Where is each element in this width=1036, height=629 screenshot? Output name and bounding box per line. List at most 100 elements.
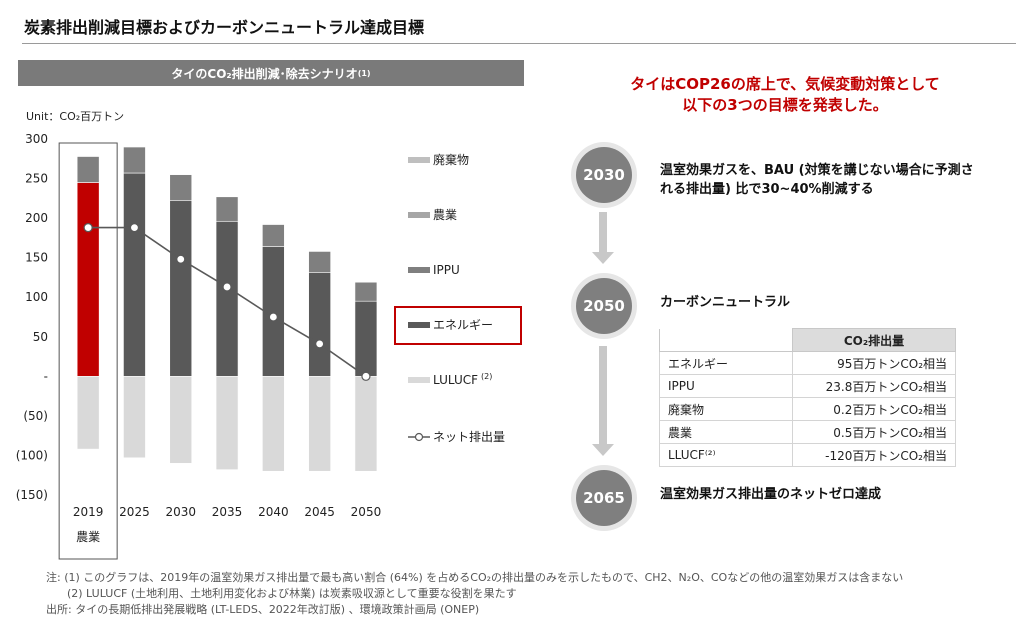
legend-label: IPPU (433, 263, 460, 277)
x-tick-label: 2019 (73, 505, 104, 519)
y-tick-label: 150 (25, 251, 48, 265)
bar-segment (76, 376, 100, 450)
table-header-blank (659, 328, 793, 352)
table-row: LLUCF⁽²⁾ -120百万トンCO₂相当 (659, 443, 956, 467)
bar-segment (354, 376, 378, 472)
row-value: -120百万トンCO₂相当 (792, 443, 956, 467)
table-row: 廃棄物 0.2百万トンCO₂相当 (659, 397, 956, 421)
bar-segment (123, 146, 146, 174)
net-emissions-point (176, 254, 186, 264)
row-label: IPPU (659, 374, 793, 398)
row-value: 23.8百万トンCO₂相当 (792, 374, 956, 398)
x-tick-label: 2030 (165, 505, 196, 519)
bar-segment (262, 224, 285, 247)
row-label: 農業 (659, 420, 793, 444)
y-tick-label: 50 (33, 330, 48, 344)
legend-swatch (408, 377, 430, 383)
row-value: 0.2百万トンCO₂相当 (792, 397, 956, 421)
row-label: 廃棄物 (659, 397, 793, 421)
row-value: 0.5百万トンCO₂相当 (792, 420, 956, 444)
table-row: 農業 0.5百万トンCO₂相当 (659, 420, 956, 444)
legend-label: 廃棄物 (433, 152, 469, 167)
step-2065-line1: 温室効果ガス排出量のネットゼロ達成 (660, 487, 882, 502)
x-tick-label: 2050 (351, 505, 382, 519)
row-label: LLUCF⁽²⁾ (659, 443, 793, 467)
step-2050-year: 2050 (583, 297, 625, 315)
footnotes: 注: (1) このグラフは、2019年の温室効果ガス排出量で最も高い割合 (64… (46, 570, 903, 618)
chart-header: タイのCO₂排出削減･除去シナリオ (1) (18, 60, 524, 86)
y-tick-label: (150) (16, 488, 48, 502)
step-2030-line1: 温室効果ガスを、BAU (対策を講じない場合に予測さ (660, 163, 974, 178)
y-tick-label: (100) (16, 448, 48, 462)
table-row: IPPU 23.8百万トンCO₂相当 (659, 374, 956, 398)
step-2050-line1: カーボンニュートラル (660, 295, 791, 310)
legend-swatch (408, 157, 430, 163)
page-title: 炭素排出削減目標およびカーボンニュートラル達成目標 (24, 18, 425, 37)
footnote-1: 注: (1) このグラフは、2019年の温室効果ガス排出量で最も高い割合 (64… (46, 571, 904, 584)
headline-line2: 以下の3つの目標を発表した。 (682, 96, 888, 114)
step-2030-circle: 2030 (576, 147, 632, 203)
chart-header-text: タイのCO₂排出削減･除去シナリオ (171, 66, 358, 81)
step-2030-text: 温室効果ガスを、BAU (対策を講じない場合に予測さ れる排出量) 比で30~4… (660, 161, 974, 199)
bar-segment (308, 376, 331, 472)
bar-segment (169, 376, 193, 464)
bar-segment (76, 156, 100, 183)
bar-segment (169, 174, 193, 202)
bar-segment (308, 251, 331, 273)
bar-segment (215, 196, 239, 222)
bar-segment (123, 376, 146, 459)
bar-segment (169, 200, 193, 377)
step-2030-line2: れる排出量) 比で30~40%削減する (660, 182, 874, 197)
legend-label-sup: (2) (481, 372, 492, 381)
net-emissions-point (361, 371, 371, 381)
table-row: エネルギー 95百万トンCO₂相当 (659, 351, 956, 375)
highlight-box-2019 (58, 142, 118, 560)
legend-line-marker (414, 432, 424, 442)
legend-label: エネルギー (433, 318, 493, 332)
step-2050-text: カーボンニュートラル (660, 293, 790, 312)
bar-segment (123, 172, 146, 377)
y-tick-label: 200 (25, 211, 48, 225)
bar-segment (215, 220, 239, 377)
headline-line1: タイはCOP26の席上で、気候変動対策として (630, 75, 940, 93)
row-value: 95百万トンCO₂相当 (792, 351, 956, 375)
y-tick-label: - (44, 369, 48, 383)
y-tick-label: (50) (23, 409, 48, 423)
x-tick-label: 2045 (304, 505, 335, 519)
net-emissions-point (129, 223, 140, 233)
bar-segment (76, 182, 100, 377)
row-label: エネルギー (659, 351, 793, 375)
legend-label: LULUCF (2) (433, 372, 492, 387)
net-emissions-point (268, 312, 278, 322)
chart-header-note: (1) (357, 68, 371, 78)
net-emissions-point (222, 282, 232, 292)
step-2065-circle: 2065 (576, 470, 632, 526)
step-2050-circle: 2050 (576, 278, 632, 334)
bar-segment (215, 376, 239, 470)
net-emissions-point (83, 223, 93, 233)
net-emissions-point (315, 339, 325, 349)
step-2030-year: 2030 (583, 166, 625, 184)
down-arrow-icon (592, 212, 614, 264)
legend-swatch (408, 212, 430, 218)
unit-label: Unit：CO₂百万トン (26, 110, 124, 123)
source-note: 出所: タイの長期低排出発展戦略 (LT-LEDS、2022年改訂版) 、環境政… (46, 603, 480, 616)
legend-label: ネット排出量 (433, 430, 505, 444)
bar-segment (354, 300, 378, 377)
footnote-2: (2) LULUCF (土地利用、土地利用変化および林業) は炭素吸収源として重… (46, 587, 517, 600)
emissions-chart: Unit：CO₂百万トン 300 250 200 150 100 50 - (50) (100) (… (16, 110, 522, 560)
y-tick-label: 100 (25, 290, 48, 304)
title-divider (22, 43, 1016, 44)
legend-swatch (408, 267, 430, 273)
table-header-row: CO₂排出量 (659, 328, 956, 352)
step-2065-text: 温室効果ガス排出量のネットゼロ達成 (660, 485, 881, 504)
table-header-co2: CO₂排出量 (792, 328, 956, 352)
x-tick-label: 2035 (212, 505, 243, 519)
targets-table: CO₂排出量 エネルギー 95百万トンCO₂相当 IPPU 23.8百万トンCO₂相… (659, 328, 956, 467)
y-tick-label: 250 (25, 172, 48, 186)
headline: タイはCOP26の席上で、気候変動対策として 以下の3つの目標を発表した。 (600, 74, 970, 116)
bar-segment (308, 272, 331, 377)
bar-segment (354, 281, 378, 302)
legend-label: 農業 (433, 208, 457, 222)
down-arrow-icon (592, 346, 614, 456)
